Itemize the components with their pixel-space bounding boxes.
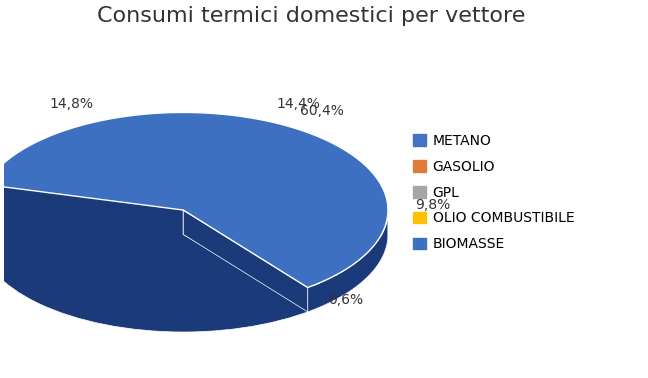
Text: 0,6%: 0,6%: [329, 293, 364, 307]
Text: 14,4%: 14,4%: [276, 97, 320, 111]
Text: 14,8%: 14,8%: [49, 97, 93, 111]
Text: 60,4%: 60,4%: [301, 104, 344, 118]
Polygon shape: [183, 210, 381, 260]
Polygon shape: [183, 177, 388, 235]
Legend: METANO, GASOLIO, GPL, OLIO COMBUSTIBILE, BIOMASSE: METANO, GASOLIO, GPL, OLIO COMBUSTIBILE,…: [408, 129, 580, 257]
Ellipse shape: [0, 137, 388, 332]
Polygon shape: [314, 283, 319, 310]
Polygon shape: [183, 210, 319, 285]
Polygon shape: [183, 210, 314, 310]
Title: Consumi termici domestici per vettore: Consumi termici domestici per vettore: [97, 6, 526, 26]
Text: 9,8%: 9,8%: [415, 198, 450, 212]
Polygon shape: [183, 113, 347, 210]
Polygon shape: [19, 112, 183, 210]
Polygon shape: [183, 210, 319, 307]
Polygon shape: [0, 113, 388, 288]
Polygon shape: [381, 210, 388, 260]
Polygon shape: [308, 214, 388, 312]
Polygon shape: [183, 210, 308, 312]
